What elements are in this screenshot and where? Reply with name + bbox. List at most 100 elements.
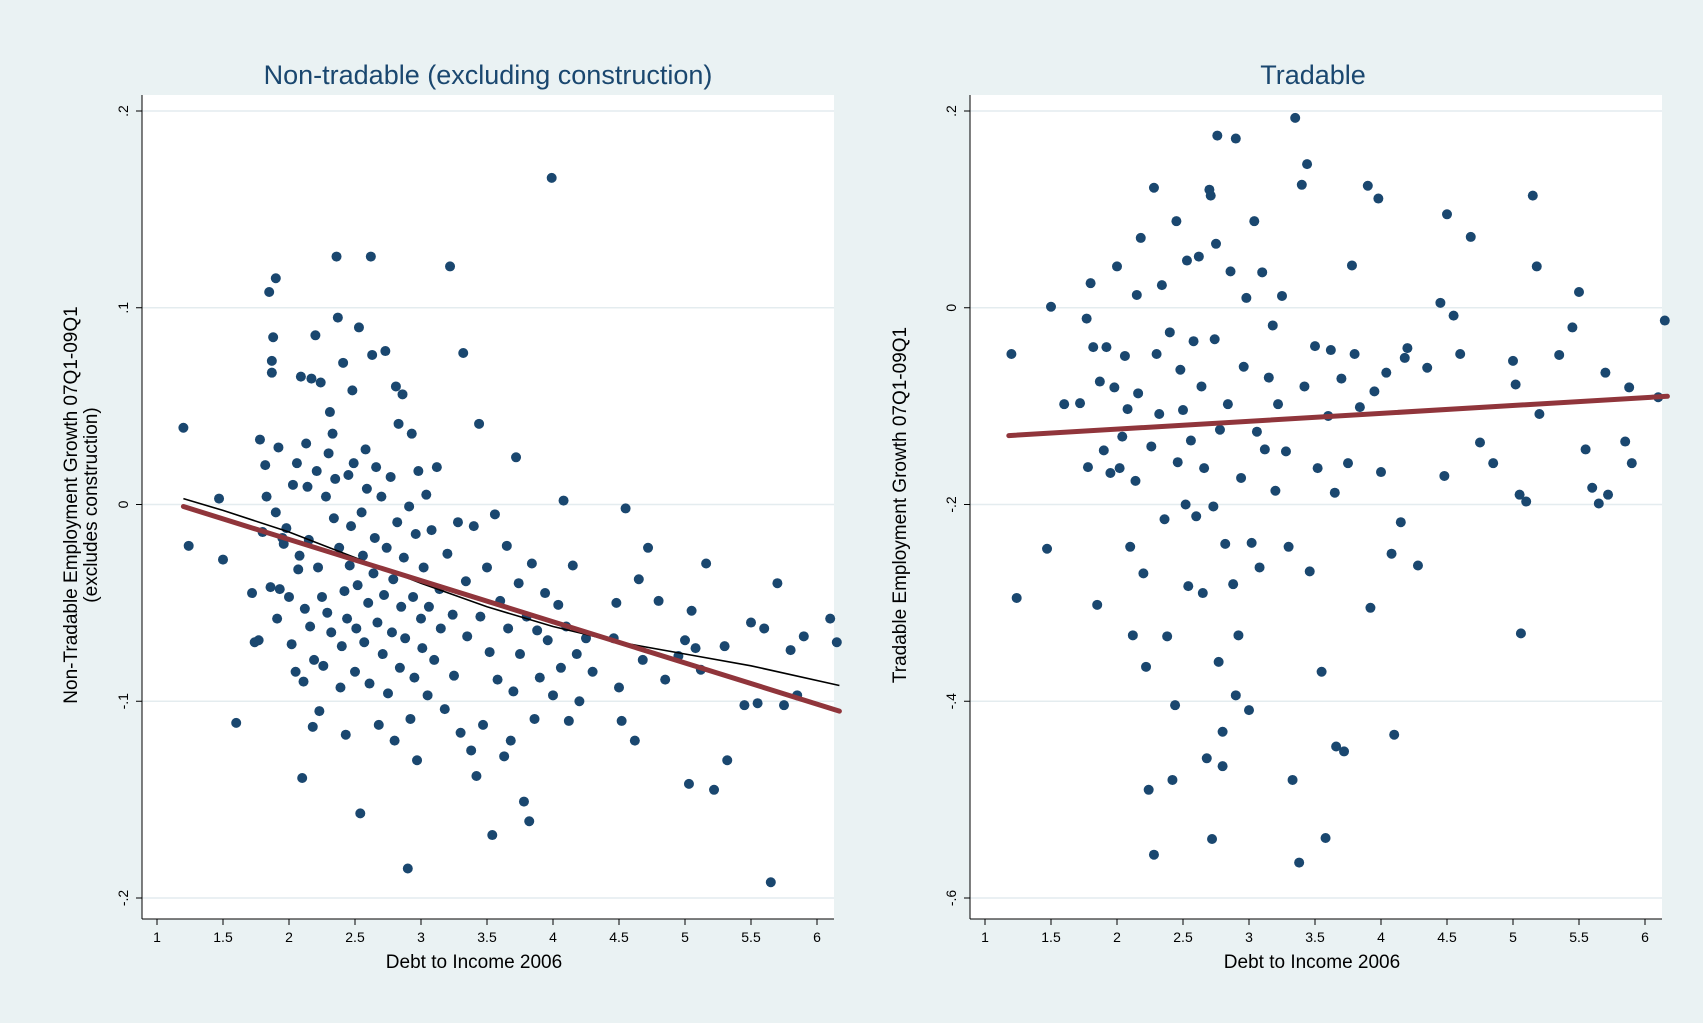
left-data-point [422, 690, 433, 701]
right-data-point [1304, 566, 1315, 577]
right-data-point [1112, 261, 1122, 272]
left-data-point [616, 715, 627, 726]
left-data-point [553, 599, 564, 610]
left-data-point [214, 493, 225, 504]
left-data-point [416, 613, 426, 624]
left-x-tick-label: 2.5 [345, 929, 365, 945]
right-data-point [1402, 343, 1413, 354]
left-data-point [825, 613, 836, 624]
left-data-point [501, 540, 512, 551]
left-x-axis-title: Debt to Income 2006 [386, 952, 562, 973]
right-data-point [1600, 367, 1611, 378]
right-data-point [1422, 362, 1433, 373]
left-data-point [383, 688, 393, 699]
left-data-point [686, 605, 697, 616]
right-x-axis-title: Debt to Income 2006 [1224, 952, 1400, 973]
left-fit-line [180, 504, 842, 714]
left-data-point [381, 542, 392, 553]
left-data-point [360, 444, 371, 455]
right-data-point [1207, 833, 1218, 844]
right-data-point [1626, 458, 1637, 469]
right-data-point [1267, 320, 1278, 331]
right-data-point [1122, 404, 1133, 415]
left-data-point [301, 438, 312, 449]
right-x-tick-label: 3.5 [1305, 929, 1325, 945]
right-data-point [1574, 287, 1584, 298]
left-data-point [390, 381, 401, 392]
left-data-point [683, 778, 694, 789]
left-data-point [392, 517, 403, 528]
left-data-point [351, 623, 362, 634]
right-data-point [1296, 179, 1307, 190]
left-data-point [364, 678, 375, 689]
left-data-point [278, 538, 289, 549]
left-data-point [503, 623, 514, 634]
right-data-point [1515, 628, 1526, 639]
right-data-point [1412, 560, 1423, 571]
right-data-point [1316, 666, 1327, 677]
left-data-point [614, 682, 624, 693]
right-data-point [1217, 726, 1228, 737]
left-data-point [492, 674, 503, 685]
right-data-point [1448, 310, 1459, 321]
left-data-point [489, 509, 500, 520]
left-data-point [574, 696, 585, 707]
left-x-tick-label: 5 [681, 929, 689, 945]
right-data-point [1225, 266, 1236, 277]
left-data-point [468, 521, 479, 532]
right-data-point [1220, 538, 1231, 549]
right-data-point [1146, 441, 1157, 452]
left-data-point [474, 418, 485, 429]
right-data-point [1336, 373, 1347, 384]
left-x-tick-label: 6 [813, 929, 821, 945]
right-data-point [1455, 348, 1466, 359]
left-data-point [442, 548, 453, 559]
left-data-point [513, 578, 524, 589]
left-data-point [322, 607, 333, 618]
right-data-point [1178, 405, 1188, 416]
left-chart-title: Non-tradable (excluding construction) [264, 60, 713, 90]
left-data-point [330, 473, 341, 484]
right-data-point [1213, 656, 1224, 667]
left-data-point [368, 568, 379, 579]
right-data-point [1154, 408, 1165, 419]
left-data-point [633, 574, 644, 585]
right-data-point [1212, 130, 1223, 141]
left-data-point [722, 755, 733, 766]
left-data-point [746, 617, 756, 628]
left-data-point [291, 458, 302, 469]
right-x-tick-label: 3 [1245, 929, 1253, 945]
right-data-point [1389, 729, 1400, 740]
right-data-point [1164, 327, 1175, 338]
left-data-point [363, 597, 374, 608]
left-data-point [336, 641, 347, 652]
left-y-tick-label: .1 [115, 302, 131, 314]
left-data-point [294, 550, 305, 561]
left-data-point [270, 273, 281, 284]
left-data-point [317, 591, 327, 602]
left-data-point [357, 550, 368, 561]
left-data-point [458, 348, 469, 359]
left-data-point [327, 428, 338, 439]
right-data-point [1119, 350, 1130, 361]
right-data-point [1339, 746, 1350, 757]
left-data-point [310, 330, 321, 341]
left-data-point [567, 560, 578, 571]
left-x-tick-label: 3.5 [477, 929, 497, 945]
right-data-point [1624, 382, 1635, 393]
left-data-point [452, 517, 463, 528]
right-chart-panel: Tradable -.6 -.4 -.2 0 .2 1 1.5 2 2.5 3 3.5 4 4.5 5 5.… [890, 60, 1670, 973]
left-data-point [540, 588, 551, 599]
left-data-point [347, 385, 358, 396]
right-x-tick-label: 2.5 [1173, 929, 1193, 945]
right-data-point [1527, 190, 1538, 201]
right-data-point [1442, 209, 1452, 220]
right-data-point [1191, 511, 1202, 522]
left-data-point [785, 645, 796, 656]
left-data-point [386, 627, 397, 638]
left-data-point [338, 357, 349, 368]
left-data-point [389, 735, 400, 746]
left-data-point [423, 601, 434, 612]
left-data-point [701, 558, 712, 569]
right-data-point [1659, 315, 1670, 326]
